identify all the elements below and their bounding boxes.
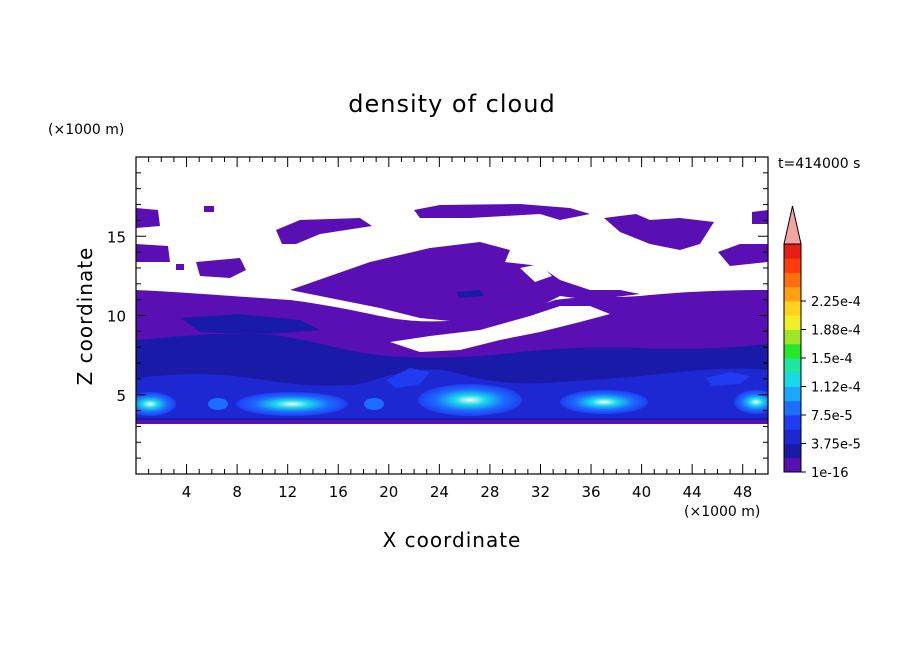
cloud-layer-dark [180,314,320,334]
colorbar-segment [784,315,801,330]
colorbar-segment [784,415,801,430]
cloud-patch [290,242,640,322]
clear-gap [520,264,552,282]
x-tick-label: 24 [430,483,449,501]
colorbar-label: 7.5e-5 [811,409,853,424]
y-unit-label: (×1000 m) [48,122,124,138]
y-tick-label: 10 [107,308,126,326]
colorbar-segment [784,301,801,316]
colorbar-segment [784,329,801,345]
cloud-core [364,398,384,410]
x-tick-label: 44 [683,483,702,501]
y-tick-label: 5 [116,387,126,405]
x-tick-label: 40 [632,483,651,501]
cloud-layer-dark [456,290,484,298]
clear-gap [390,306,610,352]
x-tick-label: 48 [733,483,752,501]
colorbar-segment [784,343,801,359]
y-ticks: 5 10 15 [107,172,768,459]
cloud-patch [752,210,768,224]
x-tick-label: 28 [480,483,499,501]
x-tick-label: 36 [581,483,600,501]
chart-title: density of cloud [348,90,555,118]
colorbar-segment [784,272,801,288]
colorbar-segment [784,358,801,373]
cloud-patch [204,206,214,212]
cloud-patch [718,244,768,266]
x-tick-label: 12 [278,483,297,501]
colorbar-segment [784,286,801,302]
colorbar-label: 1e-16 [811,466,849,481]
cloud-patch [604,214,714,250]
x-unit-label: (×1000 m) [684,504,760,520]
cloud-patch [136,208,160,228]
cloud-core [136,392,176,416]
cloud-core [560,390,648,414]
colorbar-segment [784,372,801,387]
colorbar-label: 1.88e-4 [811,324,861,339]
colorbar-segment [784,457,801,473]
colorbar-segment [784,244,801,259]
colorbar-label: 1.5e-4 [811,352,853,367]
cloud-patch [414,204,590,220]
x-ticks: 4 8 12 16 20 24 28 32 36 40 44 48 [148,157,756,501]
colorbar-label: 1.12e-4 [811,381,861,396]
cloud-patch [176,264,184,270]
colorbar-segment [784,400,801,416]
colorbar-segment [784,429,801,444]
colorbar-segment [784,258,801,273]
x-tick-label: 8 [232,483,242,501]
cloud-core [734,390,768,414]
cloud-layer-blue [386,368,430,388]
heatmap-field [136,204,768,424]
x-tick-label: 32 [531,483,550,501]
time-label: t=414000 s [778,156,860,172]
cloud-core [418,384,522,416]
y-tick-label: 15 [107,228,126,246]
y-axis-label: Z coordinate [73,247,97,386]
cloud-layer-blue [706,372,750,386]
x-axis-label: X coordinate [383,528,522,552]
x-tick-label: 20 [379,483,398,501]
colorbar-segment [784,443,801,459]
x-tick-label: 4 [182,483,192,501]
colorbar: 1e-16 3.75e-5 7.5e-5 1.12e-4 1.5e-4 1.88e-4 2.… [783,205,861,481]
colorbar-overflow-triangle [783,205,802,245]
cloud-core [208,398,228,410]
x-tick-label: 16 [329,483,348,501]
cloud-patch [196,258,246,278]
colorbar-label: 3.75e-5 [811,438,861,453]
colorbar-label: 2.25e-4 [811,295,861,310]
cloud-patch [276,218,372,244]
cloud-patch [136,244,170,262]
colorbar-segment [784,386,801,402]
cloud-core [236,392,348,416]
